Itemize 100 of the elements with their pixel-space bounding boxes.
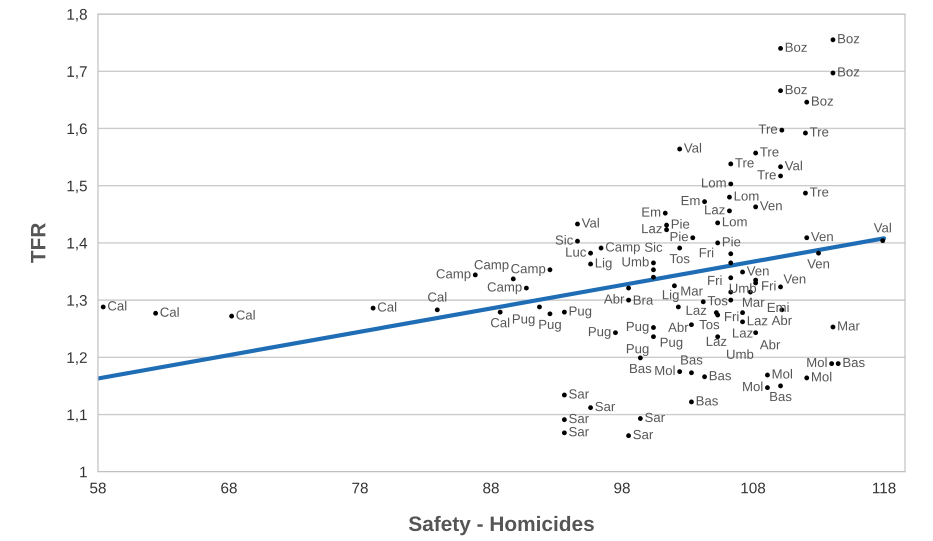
annotation: Cal [236, 310, 255, 320]
annotation: Sic [556, 235, 573, 245]
annotation: Val [582, 218, 599, 228]
annotation: Camp [474, 260, 509, 272]
x-tick-label: 108 [741, 482, 766, 494]
annotation: Fri [708, 275, 722, 285]
x-tick-label: 118 [873, 482, 896, 494]
annotation: Sar [569, 414, 589, 424]
annotation: Abr [760, 340, 780, 350]
annotation: Tre [760, 147, 779, 157]
annotation: Bas [696, 396, 718, 406]
annotation: Pug [660, 338, 682, 350]
annotation: Lig [596, 258, 612, 270]
annotation: Val [784, 160, 802, 170]
annotation: Mol [812, 372, 832, 382]
annotation: Cal [428, 292, 446, 302]
annotation: Abr [772, 315, 792, 326]
y-tick-label: 1,6 [67, 123, 87, 136]
y-tick-label: 1,4 [67, 238, 88, 250]
y-tick-label: 1,5 [67, 180, 87, 194]
annotation: Lom [702, 178, 726, 188]
annotation: Pug [626, 344, 648, 356]
annotation: Lig [662, 290, 679, 302]
annotation: Lom [734, 191, 758, 201]
annotation: Sar [645, 412, 665, 422]
annotation: Tre [735, 158, 754, 168]
annotation: Pug [626, 322, 648, 334]
annotation: Cal [490, 318, 510, 328]
annotation: Boz [812, 96, 833, 106]
y-tick-label: 1 [80, 466, 87, 478]
annotation: Abr [604, 294, 624, 304]
annotation: Boz [838, 34, 860, 44]
annotation: Pug [588, 327, 610, 339]
annotation: Ven [746, 266, 769, 276]
annotation: Bra [634, 296, 654, 305]
annotation: Boz [786, 85, 807, 94]
annotation: Sic [644, 242, 662, 252]
x-tick-label: 98 [614, 482, 630, 494]
annotation: Pie [722, 236, 740, 246]
annotation: Bas [843, 358, 865, 368]
annotation: Laz [705, 205, 725, 214]
annotation: Tre [810, 127, 828, 137]
annotation: Boz [838, 67, 860, 77]
annotation: Laz [706, 336, 726, 346]
y-axis-title: TFR [30, 223, 46, 263]
annotation: Laz [733, 328, 753, 338]
annotation: Umb [622, 256, 649, 266]
annotation: Camp [606, 242, 640, 254]
annotation: Lom [722, 217, 747, 226]
annotation: Tre [758, 124, 778, 134]
annotation: Bas [710, 371, 731, 380]
annotation: Tos [670, 254, 690, 264]
annotation: Pie [672, 219, 690, 229]
annotation: Mol [655, 365, 675, 376]
x-tick-label: 58 [90, 482, 106, 494]
annotation: Mol [807, 357, 827, 368]
annotation: Pug [512, 314, 534, 326]
annotation: Pie [670, 232, 688, 242]
annotation: Fri [700, 248, 714, 258]
annotation: Sar [633, 430, 654, 440]
y-tick-label: 1,2 [67, 352, 87, 365]
annotation: Bas [630, 364, 652, 374]
annotation: Sar [595, 402, 616, 412]
x-tick-label: 78 [352, 482, 368, 494]
annotation: Tre [810, 187, 828, 197]
annotation: Camp [436, 269, 471, 282]
annotation: Cal [160, 307, 179, 317]
annotation: Fri [725, 312, 738, 322]
annotation: Tos [699, 320, 720, 330]
annotation: Ven [760, 201, 782, 210]
annotation: Pug [539, 320, 561, 332]
annotation: Pug [570, 306, 592, 318]
y-tick-label: 1,7 [67, 66, 87, 79]
annotation: Mol [743, 382, 762, 392]
annotation: Val [684, 142, 702, 153]
annotation: Umb [727, 349, 754, 359]
annotation: Val [874, 222, 891, 232]
annotation: Laz [748, 316, 768, 326]
x-axis-title: Safety - Homicides [408, 516, 594, 536]
annotation: Laz [642, 224, 662, 234]
annotation: Mar [742, 298, 764, 307]
annotation: Luc [566, 248, 586, 257]
y-tick-label: 1,8 [67, 8, 87, 22]
annotation: Camp [511, 264, 546, 276]
annotation: Tre [757, 170, 776, 180]
annotation: Sar [569, 427, 589, 436]
annotation: Cal [108, 300, 126, 311]
annotation: Emi [768, 302, 789, 312]
annotation: Laz [686, 306, 706, 315]
x-tick-label: 68 [221, 482, 237, 494]
annotation: Mol [772, 368, 792, 379]
annotation: Sar [569, 389, 589, 399]
annotation: Ven [807, 259, 830, 268]
annotation: Camp [488, 282, 522, 294]
annotation: Abr [668, 322, 688, 332]
annotation: Cal [378, 302, 396, 312]
annotation: Bas [681, 355, 702, 365]
annotation: Mar [681, 286, 703, 296]
annotation: Fri [762, 280, 776, 290]
y-tick-label: 1,3 [67, 294, 87, 308]
